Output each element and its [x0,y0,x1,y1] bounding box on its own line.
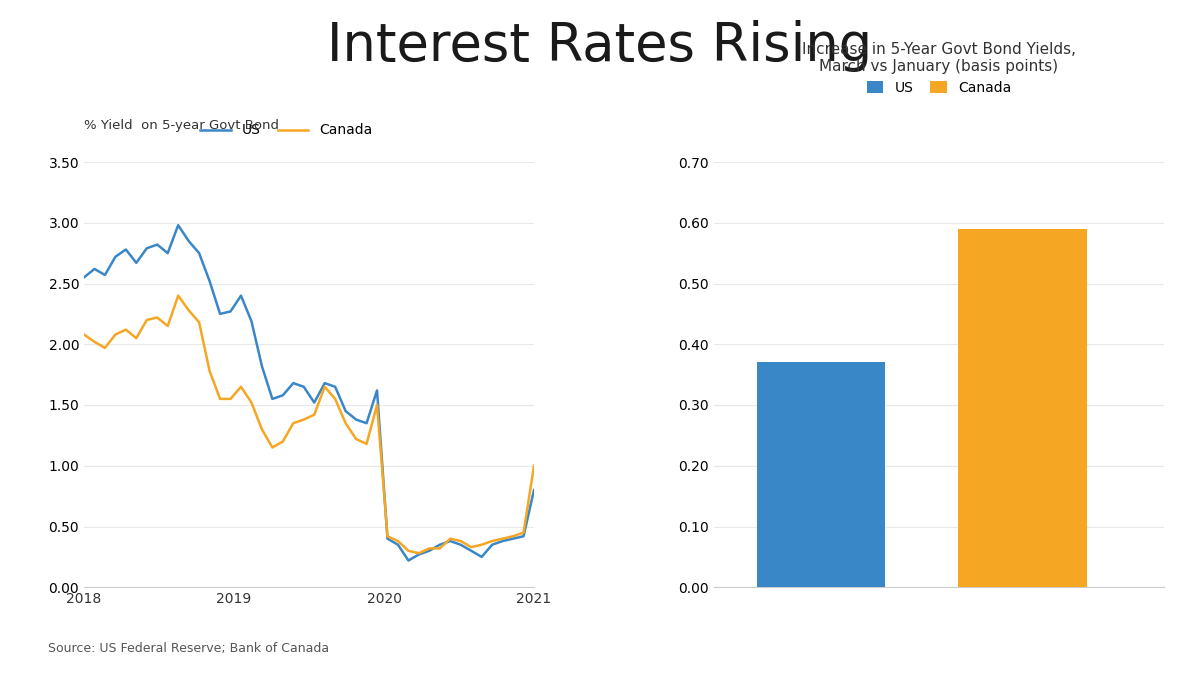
US [318,379,332,387]
US [296,383,311,391]
Canada [506,532,521,540]
Canada [474,541,488,549]
US [359,419,373,427]
Canada [139,316,154,324]
US [139,244,154,252]
Canada [130,334,144,342]
Canada [338,419,353,427]
Canada [296,416,311,424]
Canada [161,322,175,330]
US [380,535,395,543]
Canada [443,535,457,543]
US [88,265,102,273]
Canada [170,292,185,300]
Canada [265,443,280,452]
Canada [496,535,510,543]
Canada [254,425,269,433]
US [485,541,499,549]
US [97,271,112,279]
Canada [234,383,248,391]
US [433,541,448,549]
Legend: US, Canada: US, Canada [862,76,1016,101]
US [422,547,437,555]
US [349,416,364,424]
Canada [422,544,437,552]
Canada [454,537,468,545]
Text: Interest Rates Rising: Interest Rates Rising [328,20,872,72]
Canada [433,544,448,552]
US [443,537,457,545]
Canada [181,306,196,315]
Text: Source: US Federal Reserve; Bank of Canada: Source: US Federal Reserve; Bank of Cana… [48,642,329,655]
Canada [307,410,322,418]
US [370,386,384,394]
Canada [401,547,415,555]
US [234,292,248,300]
Canada [88,338,102,346]
Canada [412,549,426,558]
Canada [516,529,530,537]
US [181,237,196,245]
Line: US: US [84,225,534,560]
Canada [286,419,300,427]
Canada [370,401,384,409]
US [130,259,144,267]
Canada [150,313,164,321]
Line: Canada: Canada [84,296,534,554]
Bar [757,362,886,587]
US [77,273,91,281]
US [108,252,122,261]
US [254,362,269,370]
Canada [359,440,373,448]
Canada [328,395,342,403]
US [496,537,510,545]
Bar [959,229,1087,587]
US [391,541,406,549]
Canada [245,398,259,406]
US [276,392,290,400]
Canada [318,383,332,391]
Canada [380,532,395,540]
Canada [119,325,133,333]
Canada [276,437,290,446]
US [527,486,541,494]
US [192,249,206,257]
US [203,277,217,285]
Canada [77,331,91,339]
US [170,221,185,230]
US [265,395,280,403]
US [161,249,175,257]
Canada [108,331,122,339]
Canada [464,543,479,551]
Canada [192,319,206,327]
US [338,407,353,415]
US [223,307,238,315]
US [150,240,164,248]
Canada [212,395,227,403]
Text: % Yield  on 5-year Govt Bond: % Yield on 5-year Govt Bond [84,119,278,132]
US [307,398,322,406]
Legend: US, Canada: US, Canada [194,118,378,143]
US [401,556,415,564]
US [212,310,227,318]
Canada [97,344,112,352]
Canada [349,435,364,443]
US [506,535,521,543]
Canada [527,462,541,470]
Canada [485,537,499,545]
US [516,532,530,540]
US [286,379,300,387]
US [454,541,468,549]
US [474,553,488,561]
Canada [223,395,238,403]
Text: Increase in 5-Year Govt Bond Yields,
March vs January (basis points): Increase in 5-Year Govt Bond Yields, Mar… [802,42,1076,74]
US [412,550,426,558]
US [245,317,259,325]
Canada [203,367,217,375]
US [119,246,133,254]
US [328,383,342,391]
Canada [391,537,406,545]
US [464,547,479,555]
